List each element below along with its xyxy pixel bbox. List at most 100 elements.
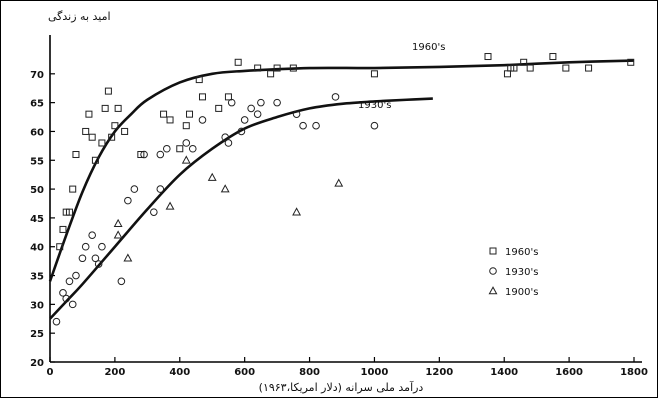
data-point: [85, 110, 93, 118]
data-point: [52, 317, 61, 326]
data-point: [62, 294, 71, 303]
y-tick-label: 30: [30, 300, 44, 311]
data-point: [186, 110, 194, 118]
y-tick-label: 25: [30, 329, 44, 340]
x-tick-label: 1000: [361, 367, 389, 378]
data-point: [176, 145, 184, 153]
data-point: [160, 110, 168, 118]
data-point: [254, 64, 262, 72]
data-point: [273, 98, 281, 107]
y-tick-label: 55: [30, 156, 44, 167]
legend-marker: [489, 267, 497, 275]
y-tick-label: 45: [30, 214, 44, 225]
data-point: [224, 139, 233, 147]
data-point: [69, 185, 77, 193]
data-point: [65, 208, 73, 216]
data-point: [59, 289, 67, 297]
data-point: [65, 277, 74, 286]
y-tick-label: 65: [30, 99, 44, 110]
data-point: [237, 127, 246, 136]
data-point: [166, 116, 174, 124]
x-tick-label: 0: [47, 367, 54, 378]
data-point: [156, 150, 165, 159]
legend-marker: [489, 247, 497, 255]
data-point: [370, 121, 379, 130]
data-point: [334, 178, 344, 187]
data-point: [123, 253, 133, 262]
data-point: [124, 196, 132, 205]
x-tick-label: 200: [104, 367, 125, 378]
fit-curve: [48, 59, 635, 282]
data-point: [289, 64, 297, 72]
x-tick-label: 600: [234, 367, 255, 378]
data-point: [88, 133, 96, 141]
data-point: [181, 155, 191, 164]
axes: 0 200 400 600 800 1000 1200 1400 1600 1800 20 25 30 3…: [30, 35, 648, 378]
data-point: [72, 271, 80, 280]
y-tick-label: 50: [30, 185, 44, 196]
data-point: [150, 208, 158, 216]
data-point: [163, 144, 171, 153]
data-point: [484, 53, 492, 61]
x-tick-label: 400: [169, 367, 190, 378]
data-point: [140, 150, 148, 159]
data-point: [188, 144, 197, 153]
data-point: [224, 93, 232, 101]
data-point: [292, 207, 302, 216]
data-point: [503, 70, 511, 78]
data-point: [113, 218, 123, 227]
data-point: [82, 127, 90, 135]
x-tick-label: 1600: [555, 367, 583, 378]
data-point: [526, 64, 534, 72]
data-point: [81, 242, 90, 251]
data-point: [114, 104, 122, 112]
y-tick-label: 20: [30, 358, 44, 369]
data-point: [94, 260, 103, 268]
data-point: [267, 70, 275, 78]
legend-label: 1960's: [505, 247, 538, 258]
data-point: [182, 139, 191, 147]
data-point: [195, 76, 203, 84]
legend: 1960's 1930's 1900's: [488, 247, 538, 298]
y-tick-label: 60: [30, 127, 44, 138]
data-point: [91, 156, 99, 164]
data-point: [59, 225, 67, 233]
data-point: [78, 254, 87, 263]
legend-marker: [488, 286, 498, 295]
y-axis-title: امید به زندگی: [48, 10, 111, 23]
data-point: [165, 201, 175, 210]
x-tick-label: 1200: [425, 367, 453, 378]
x-tick-label: 1800: [620, 367, 648, 378]
data-point: [111, 122, 119, 130]
data-point: [137, 151, 145, 159]
x-axis-title: درآمد ملی سرانه (دلار امریکا،۱۹۶۳): [259, 380, 424, 394]
data-point: [68, 300, 77, 309]
data-point: [215, 104, 223, 112]
data-point: [130, 185, 139, 193]
data-point: [113, 230, 123, 239]
data-point: [240, 116, 249, 124]
data-point: [273, 64, 281, 72]
data-point: [247, 104, 255, 113]
data-point: [91, 254, 100, 263]
data-point: [253, 110, 262, 118]
data-point: [56, 243, 64, 251]
data-point: [627, 58, 635, 66]
legend-label: 1930's: [505, 267, 538, 278]
curve-label: 1930's: [358, 100, 391, 111]
data-point: [221, 133, 229, 142]
data-point: [156, 185, 165, 193]
data-point: [198, 116, 207, 124]
data-point: [117, 277, 126, 286]
data-point: [585, 64, 593, 72]
data-point: [292, 110, 301, 118]
data-point: [562, 64, 570, 72]
data-point: [312, 121, 320, 130]
data-points: [52, 53, 635, 326]
data-point: [227, 98, 236, 107]
x-tick-label: 800: [299, 367, 320, 378]
data-point: [370, 70, 378, 78]
data-point: [121, 127, 129, 135]
y-tick-label: 40: [30, 243, 44, 254]
